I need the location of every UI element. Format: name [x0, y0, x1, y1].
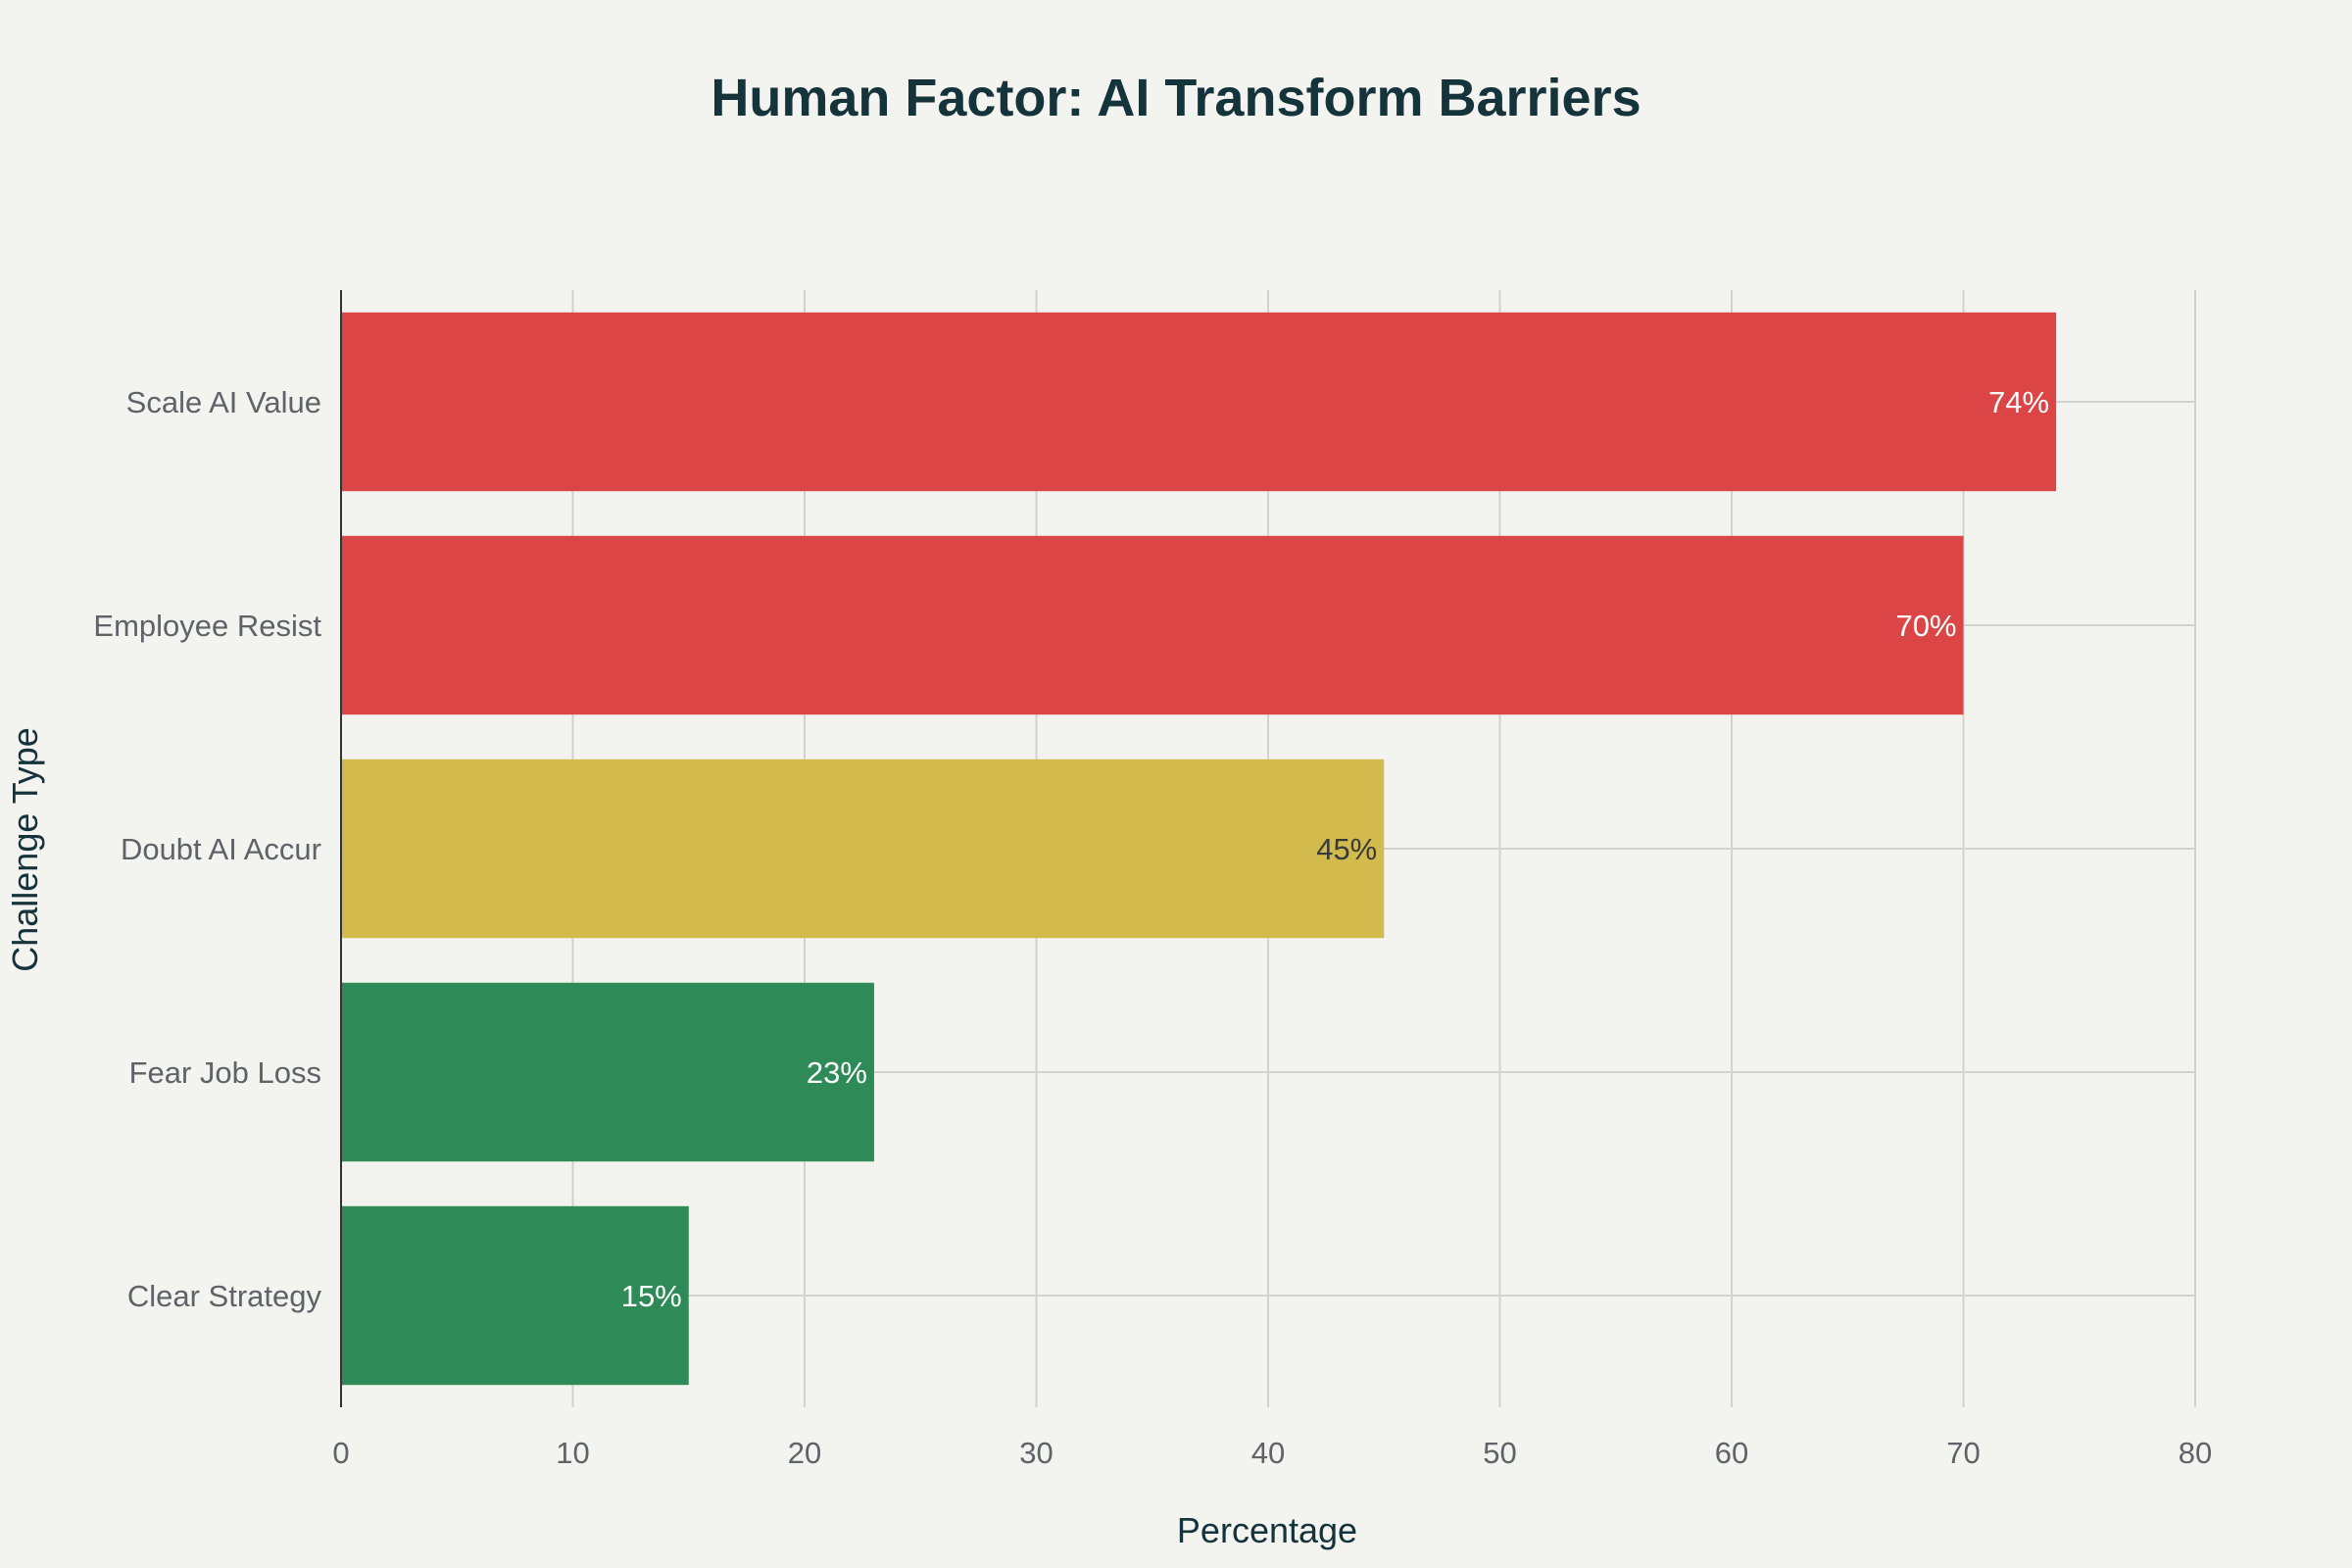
x-tick-label: 10: [556, 1436, 589, 1470]
x-tick-label: 20: [788, 1436, 821, 1470]
y-tick-label: Scale AI Value: [126, 385, 321, 419]
x-tick-label: 40: [1251, 1436, 1285, 1470]
y-tick-label: Doubt AI Accur: [121, 832, 321, 866]
y-tick-label: Fear Job Loss: [129, 1055, 321, 1090]
data-label: 74%: [1988, 385, 2049, 419]
x-tick-label: 80: [2179, 1436, 2212, 1470]
bar: [341, 312, 2057, 492]
x-axis-ticks: 0 10 20 30 40 50 60 70 80: [332, 1436, 2212, 1470]
x-tick-label: 70: [1946, 1436, 1980, 1470]
y-tick-label: Clear Strategy: [127, 1279, 322, 1313]
bar: [341, 759, 1385, 939]
x-tick-label: 0: [332, 1436, 349, 1470]
x-tick-label: 50: [1483, 1436, 1516, 1470]
bars: [341, 312, 2057, 1386]
data-label: 23%: [807, 1055, 867, 1090]
data-label: 70%: [1895, 609, 1956, 643]
x-axis-title: Percentage: [1177, 1510, 1357, 1550]
data-label: 15%: [621, 1279, 682, 1313]
data-labels: 74% 70% 45% 23% 15%: [621, 385, 2049, 1313]
x-tick-label: 60: [1715, 1436, 1748, 1470]
y-tick-label: Employee Resist: [93, 609, 321, 643]
y-axis-title: Challenge Type: [5, 727, 45, 972]
chart-title: Human Factor: AI Transform Barriers: [710, 69, 1641, 127]
y-axis-ticks: Scale AI Value Employee Resist Doubt AI Ac…: [93, 385, 321, 1313]
data-label: 45%: [1316, 832, 1377, 866]
bar: [341, 1205, 689, 1386]
bar: [341, 982, 874, 1162]
bar: [341, 535, 1964, 715]
x-tick-label: 30: [1019, 1436, 1053, 1470]
